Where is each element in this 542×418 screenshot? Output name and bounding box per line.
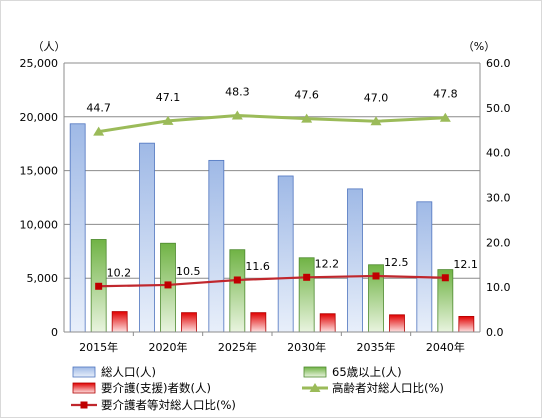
y-right-tick-label: 30.0 — [486, 192, 511, 205]
bar — [458, 315, 475, 333]
data-label: 48.3 — [225, 85, 250, 98]
y-left-tick-label: 0 — [51, 326, 58, 339]
legend-swatch — [303, 366, 327, 378]
legend-label: 要介護者等対総人口比(%) — [101, 398, 236, 412]
series-line — [98, 274, 446, 288]
bar — [229, 249, 246, 333]
axes: 0 5,000 10,000 15,000 20,000 25,000 0.0 10.0 20.… — [20, 40, 511, 354]
x-tick-label: 2030年 — [287, 340, 326, 354]
y-right-tick-label: 60.0 — [486, 57, 511, 70]
data-label: 47.1 — [156, 91, 181, 104]
y-right-tick-label: 10.0 — [486, 281, 511, 294]
bar — [139, 142, 155, 333]
x-tick-label: 2015年 — [79, 340, 118, 354]
gridlines — [64, 62, 480, 279]
x-tick-label: 2025年 — [218, 340, 257, 354]
y-right-unit: （%） — [463, 40, 495, 53]
data-label: 12.2 — [315, 257, 340, 270]
legend-swatch — [72, 382, 96, 394]
y-right-tick-label: 20.0 — [486, 236, 511, 249]
y-left-tick-label: 25,000 — [20, 57, 59, 70]
point — [93, 126, 105, 136]
bar — [319, 313, 336, 333]
legend-marker — [80, 401, 88, 409]
data-label: 12.5 — [384, 256, 409, 269]
point — [301, 113, 313, 123]
bar — [250, 312, 267, 333]
bar — [208, 159, 225, 333]
bar — [347, 188, 363, 333]
y-left-unit: （人） — [33, 40, 66, 53]
y-right-tick-label: 40.0 — [486, 147, 511, 160]
bar — [298, 257, 315, 333]
legend: 総人口(人) 65歳以上(人) 要介護(支援)者数(人) 高齢者対総人口比(%) 要介護… — [71, 365, 444, 412]
data-label: 10.2 — [107, 266, 131, 279]
bar — [277, 175, 294, 333]
point — [439, 112, 451, 122]
y-right-tick-label: 50.0 — [486, 102, 511, 115]
y-left-tick-label: 5,000 — [27, 272, 59, 285]
y-left-tick-label: 10,000 — [20, 218, 59, 231]
point — [162, 115, 174, 125]
legend-label: 要介護(支援)者数(人) — [101, 381, 211, 395]
point — [95, 282, 103, 290]
point — [164, 281, 172, 289]
point — [441, 274, 449, 282]
legend-label: 総人口(人) — [101, 365, 156, 379]
bar — [389, 314, 405, 333]
legend-label: 65歳以上(人) — [332, 365, 402, 379]
legend-swatch — [72, 366, 96, 378]
y-left-tick-label: 15,000 — [20, 165, 59, 178]
y-left-tick-label: 20,000 — [20, 111, 59, 124]
bar — [181, 312, 197, 333]
y-right-tick-label: 0.0 — [486, 326, 504, 339]
point — [370, 116, 382, 126]
legend-marker — [309, 383, 321, 392]
data-label: 10.5 — [176, 265, 201, 278]
data-label: 47.6 — [294, 89, 319, 102]
data-label: 47.0 — [364, 91, 389, 104]
data-label: 47.8 — [433, 88, 458, 101]
point — [372, 272, 380, 280]
x-tick-label: 2020年 — [149, 340, 188, 354]
data-label: 44.7 — [86, 102, 111, 115]
bar — [416, 201, 433, 333]
series-line — [98, 113, 446, 134]
bar — [69, 123, 86, 333]
point — [231, 110, 243, 120]
data-label: 11.6 — [245, 260, 269, 273]
x-tick-label: 2035年 — [357, 340, 396, 354]
legend-label: 高齢者対総人口比(%) — [332, 381, 444, 395]
x-tick-label: 2040年 — [426, 340, 465, 354]
bar — [111, 311, 128, 333]
data-label: 12.1 — [453, 258, 478, 271]
bars — [69, 123, 475, 333]
point — [233, 276, 241, 284]
point — [303, 273, 311, 281]
data-labels: 44.7 47.1 48.3 47.6 47.0 47.8 10.2 10.5 11.6 12.2… — [86, 85, 477, 279]
lines — [93, 110, 451, 290]
